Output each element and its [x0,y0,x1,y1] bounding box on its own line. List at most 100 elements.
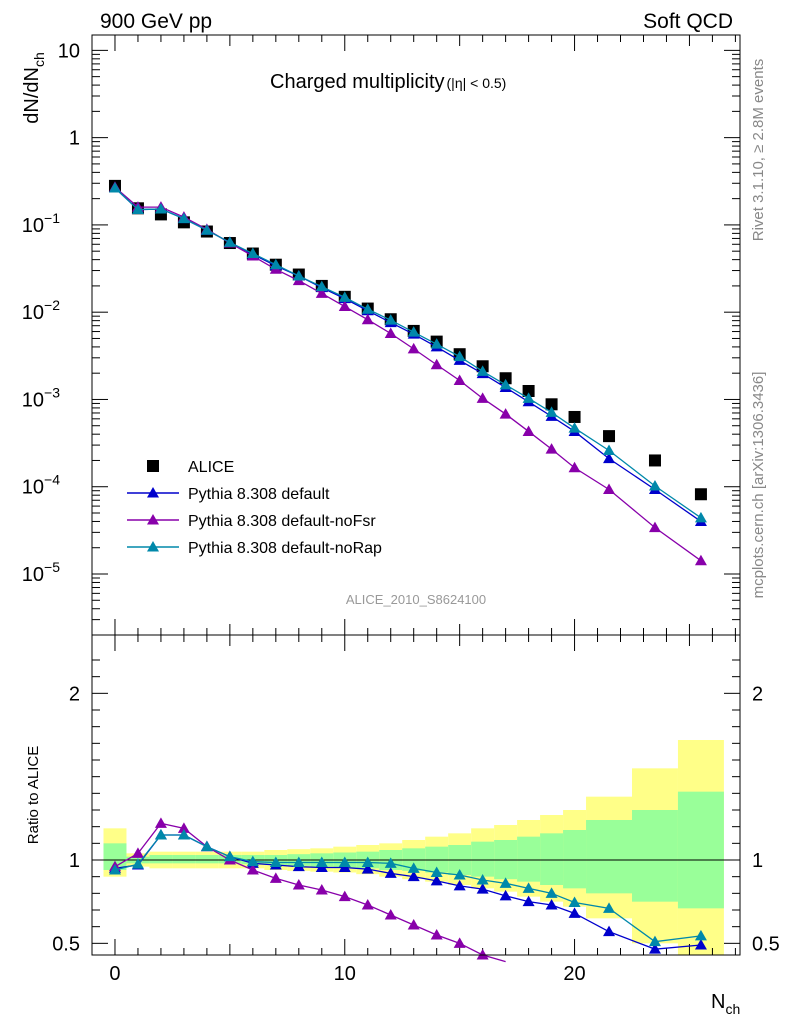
main-y-axis-label-subscript: ch [31,52,47,67]
ratio-series-marker-1 [246,864,259,875]
legend-label: ALICE [188,459,234,476]
green-uncertainty-band [517,836,541,882]
ratio-series-marker-1 [384,909,397,920]
ratio-series-marker-2 [522,882,535,893]
data-point-alice [545,398,558,411]
ratio-series-marker-0 [361,863,374,874]
x-tick-label: 10 [334,963,356,985]
ratio-y-tick-label-right: 1 [752,850,763,872]
main-y-tick-label: 10 [58,40,80,62]
series-marker-3 [269,258,282,270]
series-marker-3 [223,236,236,247]
data-point-alice [522,384,535,397]
series-marker-2 [384,327,397,338]
ratio-series-marker-2 [154,829,167,840]
ratio-series-marker-1 [361,899,374,910]
main-y-tick-label-base: 10 [22,302,44,324]
ratio-series-marker-0 [648,943,661,954]
series-marker-3 [246,247,259,259]
series-marker-3 [694,511,707,523]
series-marker-2 [338,300,351,312]
x-axis-label-base: N [711,991,725,1013]
legend-label: Pythia 8.308 default-noRap [188,540,382,557]
ratio-series-marker-2 [292,856,305,867]
header-left: 900 GeV pp [100,10,212,33]
ratio-series-marker-1 [476,949,489,960]
series-marker-3 [200,224,213,235]
ratio-y-tick-label: 1 [69,850,80,872]
series-marker-3 [453,350,466,362]
main-y-tick-label: 10−3 [22,384,60,411]
ratio-series-marker-2 [568,896,581,907]
ratio-series-marker-1 [177,822,190,833]
x-tick-label: 20 [563,963,585,985]
series-marker-3 [430,338,443,349]
series-marker-2 [568,461,581,473]
ratio-y-tick-label: 2 [69,683,80,705]
series-marker-3 [476,365,489,376]
series-marker-3 [648,479,661,491]
green-uncertainty-band [586,820,632,894]
data-point-alice [499,372,512,385]
ratio-series-marker-0 [407,870,420,882]
series-marker-3 [131,203,144,215]
ratio-series-marker-2 [338,856,351,867]
legend-marker-triangle [147,487,159,498]
series-marker-3 [384,314,397,325]
ratio-series-marker-2 [177,829,190,840]
ratio-series-marker-1 [453,937,466,948]
main-y-tick-label: 10−4 [22,472,60,499]
legend-label: Pythia 8.308 default [188,486,330,503]
ratio-series-marker-0 [568,907,581,918]
ratio-series-marker-2 [131,858,144,869]
legend-marker-triangle [147,541,159,552]
x-axis-label-subscript: ch [725,1001,740,1017]
series-marker-3 [407,326,420,337]
rivet-version-label: Rivet 3.1.10, ≥ 2.8M events [750,59,767,242]
ratio-series-marker-2 [246,855,259,867]
ratio-series-marker-1 [292,879,305,890]
main-y-tick-label-exponent: −3 [44,384,60,400]
series-marker-2 [694,554,707,566]
green-uncertainty-band [471,841,495,877]
green-uncertainty-band [632,810,678,902]
ratio-y-tick-label: 0.5 [52,933,80,955]
x-axis-label: Nch [711,991,740,1017]
main-y-tick-label: 10−2 [22,297,60,324]
data-point-alice [694,488,707,501]
series-marker-3 [292,269,305,281]
ratio-y-axis-label: Ratio to ALICE [25,746,42,844]
series-marker-2 [430,358,443,370]
ratio-series-marker-2 [108,864,121,875]
plot-title: Charged multiplicity (|η| < 0.5) [270,71,506,93]
ratio-series-marker-2 [545,887,558,898]
mcplots-reference-label: mcplots.cern.ch [arXiv:1306.3436] [750,372,767,599]
series-line-2 [114,186,702,562]
ratio-series-marker-2 [694,929,707,941]
series-marker-2 [603,483,616,494]
ratio-series-marker-2 [223,850,236,862]
green-uncertainty-band [563,830,587,889]
ratio-series-marker-2 [407,862,420,873]
ratio-series-marker-1 [407,919,420,930]
main-y-tick-label: 10−1 [22,210,60,237]
ratio-series-marker-1 [269,872,282,883]
main-y-tick-label-base: 10 [22,477,44,499]
header-right: Soft QCD [643,10,733,33]
series-marker-2 [453,374,466,385]
data-point-alice [568,410,581,423]
series-marker-2 [476,392,489,403]
ratio-y-tick-label-right: 2 [752,683,763,705]
ratio-series-marker-0 [384,867,397,878]
ratio-series-marker-2 [499,877,512,888]
analysis-label: ALICE_2010_S8624100 [346,592,486,607]
ratio-plot-frame [91,634,741,956]
series-marker-3 [338,291,351,302]
series-marker-3 [154,203,167,214]
ratio-series-marker-2 [269,856,282,867]
main-y-tick-label-exponent: −5 [44,559,60,575]
series-marker-2 [361,313,374,325]
series-marker-3 [108,181,121,193]
ratio-series-marker-2 [453,869,466,880]
